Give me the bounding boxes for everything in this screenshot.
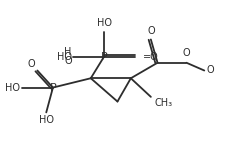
Text: O: O (27, 59, 35, 69)
Text: O: O (147, 26, 155, 36)
Text: HO: HO (57, 52, 72, 61)
Text: =O: =O (143, 52, 159, 61)
Text: O: O (64, 56, 72, 66)
Text: P: P (101, 52, 108, 61)
Text: HO: HO (39, 115, 54, 125)
Text: CH₃: CH₃ (154, 98, 172, 108)
Text: P: P (50, 83, 56, 92)
Text: H: H (65, 47, 72, 57)
Text: HO: HO (97, 18, 112, 28)
Text: HO: HO (4, 83, 20, 92)
Text: O: O (207, 66, 214, 75)
Text: O: O (183, 48, 190, 58)
